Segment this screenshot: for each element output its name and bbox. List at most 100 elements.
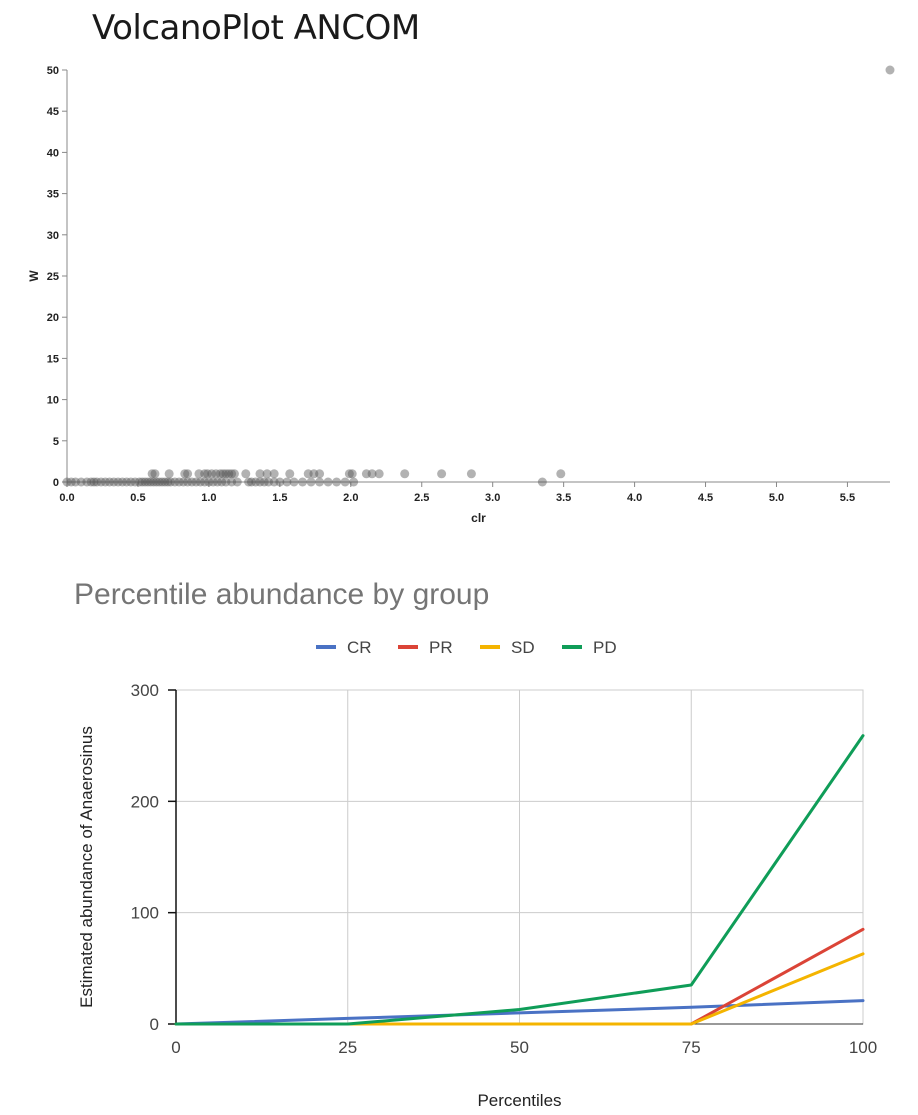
scatter-point [315, 477, 325, 487]
x-axis-label: Percentiles [477, 1091, 561, 1110]
scatter-point [275, 477, 285, 487]
x-tick-label: 75 [682, 1038, 701, 1057]
scatter-point [217, 477, 227, 487]
scatter-point [374, 469, 384, 479]
scatter-point [66, 477, 76, 487]
scatter-point [221, 477, 231, 487]
scatter-point [344, 469, 354, 479]
scatter-point [227, 477, 237, 487]
series-line-pd [174, 734, 865, 1026]
series-line-pr [174, 927, 865, 1026]
plot-frame [175, 689, 864, 1025]
y-tick-label: 10 [47, 395, 59, 407]
scatter-point [62, 477, 72, 487]
x-tick-label: 100 [849, 1038, 877, 1057]
scatter-point [340, 477, 350, 487]
scatter-point [241, 469, 251, 479]
scatter-point [262, 469, 272, 479]
scatter-point [105, 477, 115, 487]
scatter-point [191, 477, 201, 487]
scatter-point [332, 477, 342, 487]
percentile-chart-title: Percentile abundance by group [74, 578, 490, 611]
scatter-point [163, 477, 173, 487]
scatter-point [246, 477, 256, 487]
scatter-point [150, 469, 160, 479]
scatter-point [157, 477, 167, 487]
y-tick-label: 200 [131, 792, 159, 811]
legend-label-sd: SD [511, 638, 535, 657]
x-tick-label: 3.0 [485, 492, 500, 504]
scatter-point [200, 469, 210, 479]
scatter-point [122, 477, 132, 487]
scatter-point [143, 477, 153, 487]
x-tick-label: 0.5 [130, 492, 145, 504]
scatter-point [224, 469, 234, 479]
x-tick-label: 4.0 [627, 492, 642, 504]
y-tick-label: 100 [131, 904, 159, 923]
scatter-point [92, 477, 102, 487]
scatter-point [349, 477, 359, 487]
x-tick-label: 0 [171, 1038, 180, 1057]
scatter-point [212, 477, 222, 487]
y-tick-label: 45 [47, 106, 59, 118]
scatter-point [204, 477, 214, 487]
y-axis-label: W [27, 270, 41, 282]
x-tick-label: 0.0 [59, 492, 74, 504]
scatter-point [130, 477, 140, 487]
scatter-point [221, 469, 231, 479]
scatter-point [244, 477, 254, 487]
scatter-point [309, 469, 319, 479]
scatter-point [86, 477, 96, 487]
scatter-point [178, 477, 188, 487]
scatter-point [361, 469, 371, 479]
y-tick-label: 0 [53, 477, 59, 489]
scatter-point [537, 477, 547, 487]
scatter-point [255, 477, 265, 487]
scatter-point [215, 469, 225, 479]
scatter-point [180, 469, 190, 479]
scatter-point [282, 477, 292, 487]
scatter-point [82, 477, 92, 487]
x-axis-label: clr [471, 511, 486, 525]
scatter-point [885, 65, 895, 75]
y-tick-label: 35 [47, 189, 59, 201]
scatter-point [218, 469, 228, 479]
scatter-point [149, 477, 159, 487]
scatter-point [556, 469, 566, 479]
scatter-point [140, 477, 150, 487]
scatter-point [202, 469, 212, 479]
y-tick-label: 300 [131, 681, 159, 700]
scatter-point [126, 477, 136, 487]
scatter-point [347, 469, 357, 479]
scatter-point [269, 477, 279, 487]
x-tick-label: 4.5 [698, 492, 713, 504]
scatter-point [195, 477, 205, 487]
scatter-point [200, 477, 210, 487]
scatter-point [151, 477, 161, 487]
scatter-point [303, 469, 313, 479]
scatter-point [137, 477, 147, 487]
scatter-point [255, 469, 265, 479]
scatter-point [89, 477, 99, 487]
x-tick-label: 2.5 [414, 492, 429, 504]
x-tick-label: 25 [338, 1038, 357, 1057]
scatter-point [211, 469, 221, 479]
scatter-point [437, 469, 447, 479]
y-tick-label: 40 [47, 147, 59, 159]
scatter-point [306, 477, 316, 487]
scatter-point [154, 477, 164, 487]
y-tick-label: 5 [53, 436, 59, 448]
series-line-cr [174, 999, 865, 1026]
scatter-point [298, 477, 308, 487]
scatter-point [400, 469, 410, 479]
scatter-point [315, 469, 325, 479]
x-tick-label: 5.0 [769, 492, 784, 504]
scatter-point [259, 477, 269, 487]
scatter-point [232, 477, 242, 487]
x-tick-label: 5.5 [840, 492, 855, 504]
scatter-point [285, 469, 295, 479]
scatter-point [187, 477, 197, 487]
scatter-point [183, 469, 193, 479]
scatter-point [183, 477, 193, 487]
y-tick-label: 50 [47, 65, 59, 77]
